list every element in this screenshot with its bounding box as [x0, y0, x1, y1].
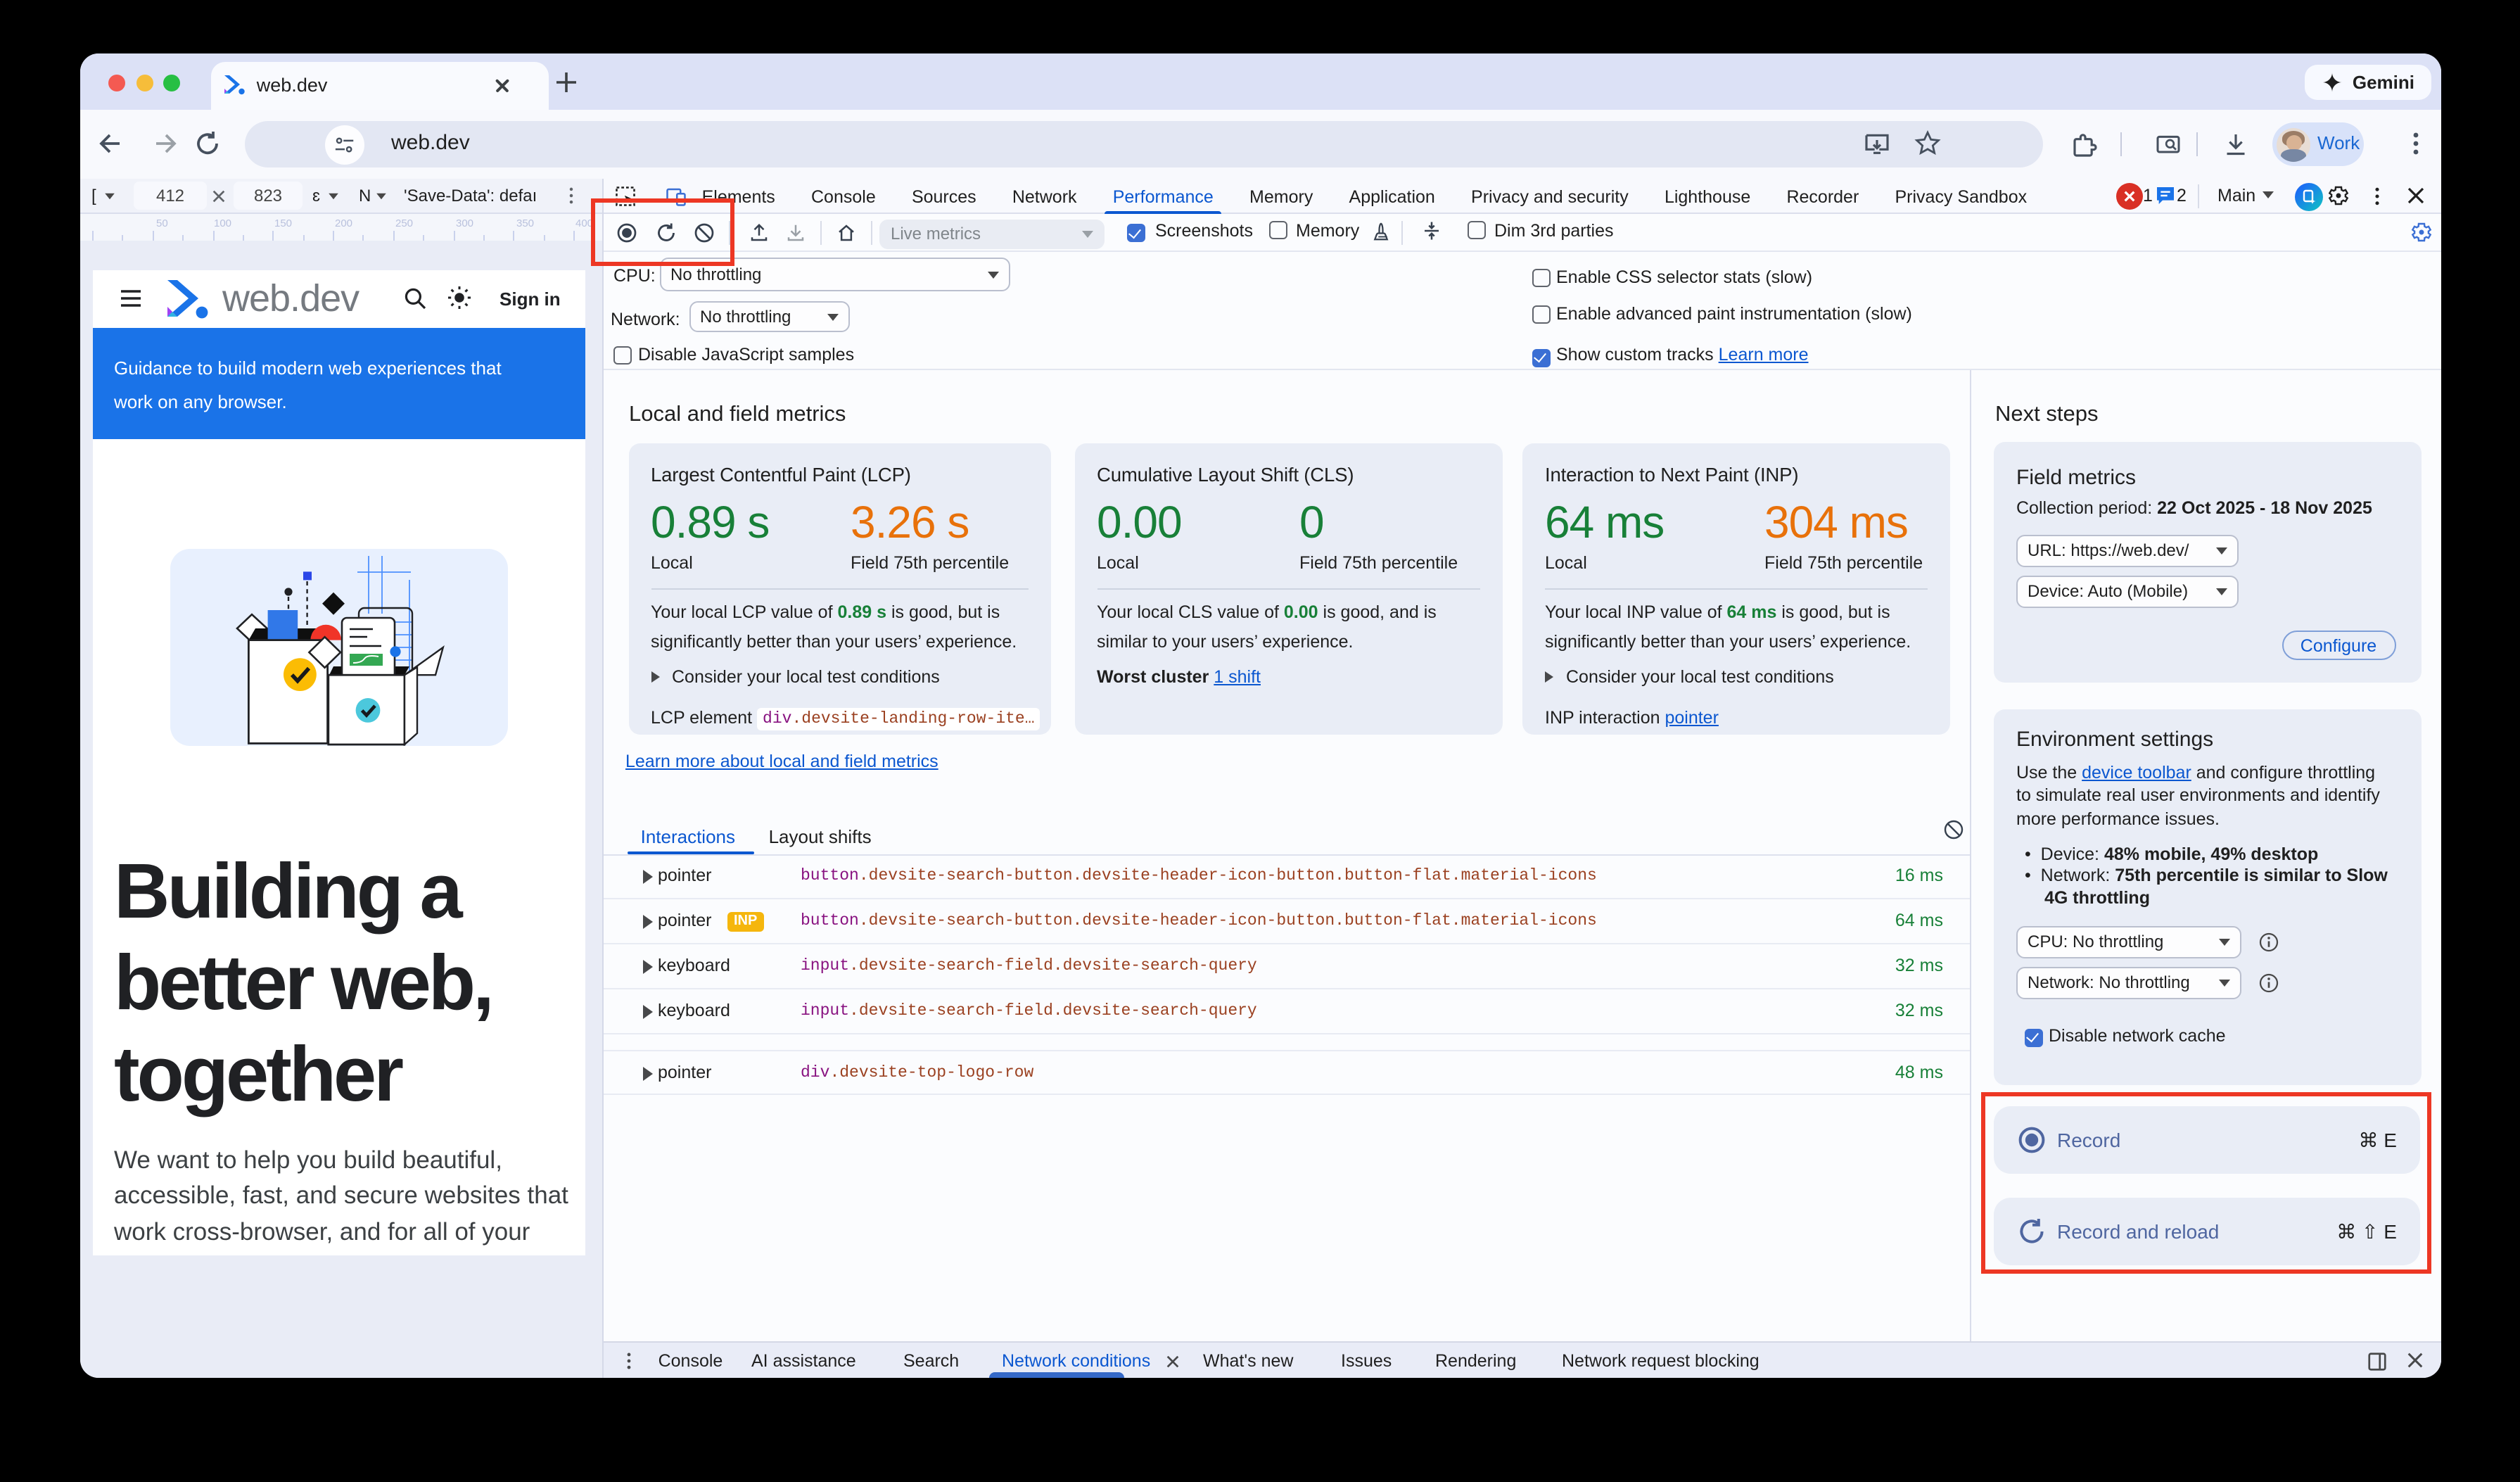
- svg-text:400: 400: [575, 217, 593, 229]
- svg-text:150: 150: [274, 217, 292, 229]
- svg-text:250: 250: [395, 217, 413, 229]
- svg-text:50: 50: [156, 217, 168, 229]
- svg-text:350: 350: [516, 217, 534, 229]
- svg-text:100: 100: [214, 217, 231, 229]
- svg-text:200: 200: [335, 217, 352, 229]
- svg-text:300: 300: [456, 217, 473, 229]
